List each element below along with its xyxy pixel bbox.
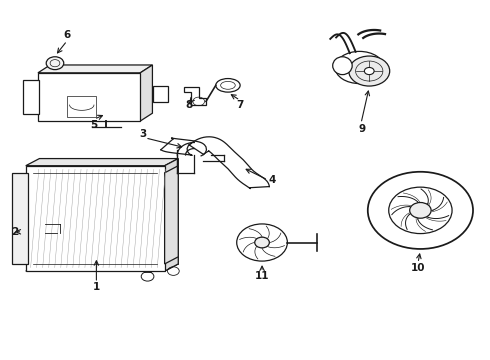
Circle shape [410,203,431,218]
Text: 11: 11 [255,271,270,282]
Text: 7: 7 [237,100,244,110]
Polygon shape [26,158,178,166]
Bar [26,166,165,271]
Ellipse shape [216,78,240,92]
Circle shape [255,237,270,248]
Circle shape [46,57,64,69]
Polygon shape [165,158,178,271]
Circle shape [349,56,390,86]
Text: 9: 9 [358,123,366,134]
Ellipse shape [333,57,352,75]
Text: 2: 2 [11,227,19,237]
Ellipse shape [335,51,384,84]
Circle shape [365,67,374,75]
Polygon shape [165,166,178,264]
Text: 10: 10 [411,263,425,273]
Text: 1: 1 [93,282,100,292]
Polygon shape [140,65,152,121]
Bar [153,86,168,103]
Bar [12,173,28,264]
Text: 6: 6 [64,30,71,40]
Ellipse shape [220,81,235,89]
Polygon shape [38,65,152,73]
Polygon shape [26,264,178,271]
Text: 8: 8 [185,100,193,110]
Text: 5: 5 [90,120,98,130]
Text: 3: 3 [139,129,147,139]
Bar [38,73,140,121]
Bar [24,80,39,114]
Polygon shape [39,158,178,264]
Polygon shape [184,87,206,105]
Text: 4: 4 [268,175,275,185]
